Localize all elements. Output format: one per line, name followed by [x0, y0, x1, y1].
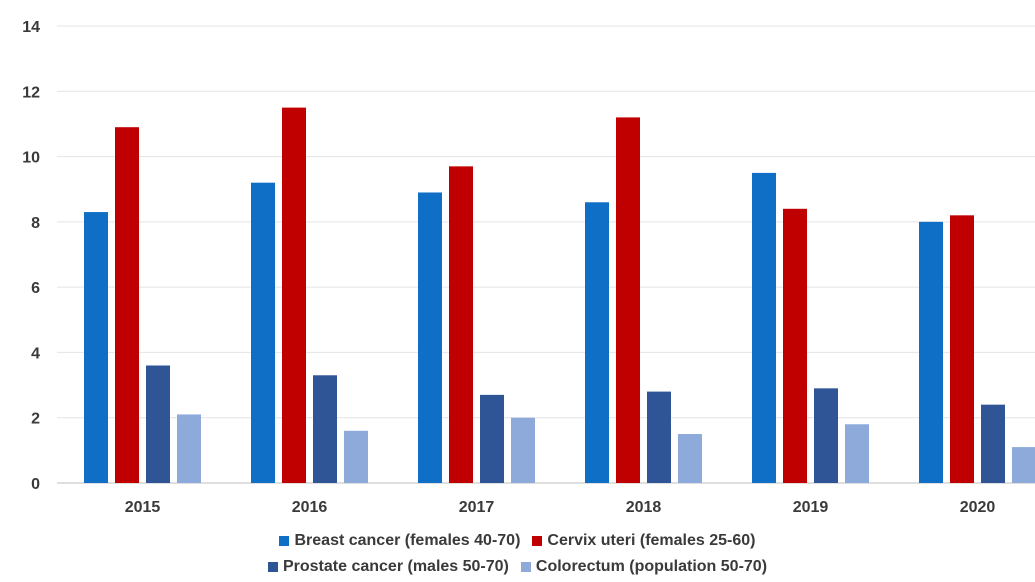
- bar-2017-series-1: [449, 166, 473, 483]
- bar-2016-series-1: [282, 107, 306, 483]
- bar-2020-series-2: [981, 404, 1005, 483]
- legend-item-breast: Breast cancer (females 40-70): [279, 532, 520, 550]
- bar-2019-series-1: [783, 208, 807, 484]
- legend-item-prostate: Prostate cancer (males 50-70): [267, 558, 509, 576]
- bar-2020-series-3: [1012, 447, 1035, 483]
- legend-label-colorectum: Colorectum (population 50-70): [535, 558, 768, 575]
- y-tick-label: 2: [31, 411, 40, 428]
- y-tick-label: 0: [31, 476, 40, 493]
- bar-2019-series-3: [845, 424, 869, 483]
- legend-item-colorectum: Colorectum (population 50-70): [520, 558, 768, 576]
- y-tick-label: 12: [22, 84, 40, 101]
- legend-label-cervix: Cervix uteri (females 25-60): [547, 532, 756, 549]
- legend-swatch-prostate: [267, 562, 278, 572]
- y-tick-label: 4: [31, 345, 40, 362]
- bar-2019-series-0: [752, 172, 776, 483]
- x-axis-ticks: 2015 2016 2017 2018 2019 2020: [125, 499, 996, 516]
- legend-item-cervix: Cervix uteri (females 25-60): [532, 532, 756, 550]
- y-tick-label: 10: [22, 150, 40, 167]
- bar-2016-series-0: [251, 182, 275, 483]
- x-tick-label: 2017: [459, 499, 495, 516]
- bars: [84, 107, 1035, 484]
- bar-2015-series-3: [177, 414, 201, 483]
- y-tick-label: 14: [22, 19, 40, 36]
- bar-2015-series-2: [146, 365, 170, 483]
- bar-2017-series-2: [480, 394, 504, 483]
- bar-2015-series-0: [84, 212, 108, 484]
- bar-2017-series-3: [511, 417, 535, 483]
- legend-label-prostate: Prostate cancer (males 50-70): [282, 558, 509, 575]
- gridlines: [57, 25, 1035, 484]
- bar-2015-series-1: [115, 127, 139, 483]
- bar-2017-series-0: [418, 192, 442, 483]
- bar-2018-series-2: [647, 391, 671, 483]
- x-tick-label: 2015: [125, 499, 161, 516]
- legend-row-1: Breast cancer (females 40-70) Cervix ute…: [0, 528, 1035, 554]
- legend-label-breast: Breast cancer (females 40-70): [294, 532, 521, 549]
- y-axis-ticks: 0 2 4 6 8 10 12 14: [22, 19, 40, 493]
- bar-2018-series-3: [678, 434, 702, 483]
- legend-row-2: Prostate cancer (males 50-70) Colorectum…: [0, 554, 1035, 580]
- bar-2018-series-1: [616, 117, 640, 484]
- x-tick-label: 2020: [960, 499, 996, 516]
- y-tick-label: 8: [31, 215, 40, 232]
- bar-2018-series-0: [585, 202, 609, 483]
- bar-2016-series-2: [313, 375, 337, 483]
- x-tick-label: 2019: [793, 499, 829, 516]
- y-tick-label: 6: [31, 280, 40, 297]
- bar-2016-series-3: [344, 430, 368, 483]
- bar-2019-series-2: [814, 388, 838, 483]
- bar-chart: 0 2 4 6 8 10 12 14 2015 2016 2017 2018 2019 2020: [22, 19, 1035, 516]
- legend-swatch-breast: [279, 536, 290, 546]
- bar-2020-series-0: [919, 221, 943, 483]
- bar-2020-series-1: [950, 215, 974, 484]
- x-tick-label: 2018: [626, 499, 662, 516]
- x-tick-label: 2016: [292, 499, 328, 516]
- legend-swatch-colorectum: [520, 562, 531, 572]
- legend-swatch-cervix: [532, 536, 543, 546]
- legend: Breast cancer (females 40-70) Cervix ute…: [0, 528, 1035, 580]
